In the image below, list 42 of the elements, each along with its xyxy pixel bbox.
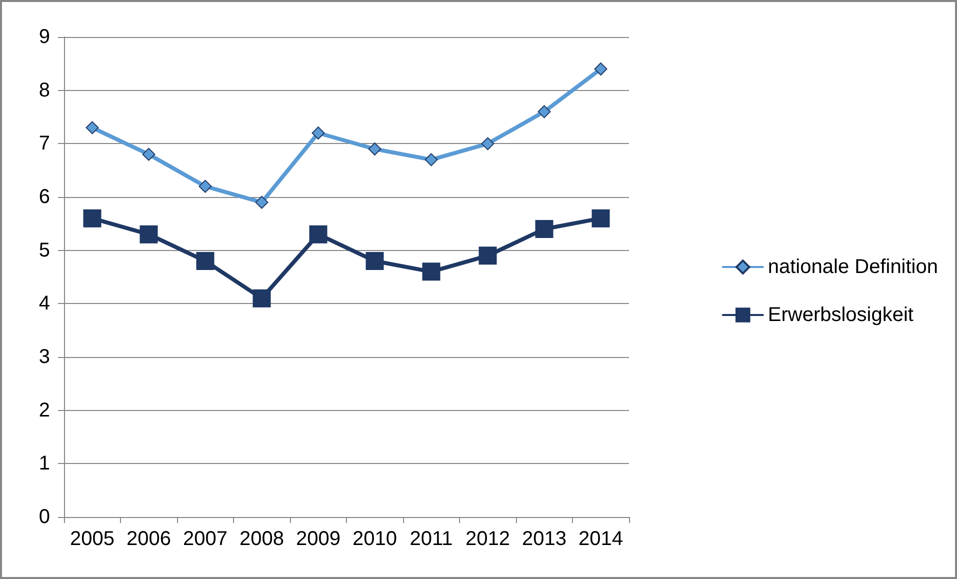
point [142, 148, 156, 161]
y-tick-label: 2 [38, 399, 50, 422]
y-tick-label: 7 [38, 132, 50, 155]
legend-label: nationale Definition [768, 256, 938, 278]
point [592, 209, 610, 228]
point [368, 142, 382, 156]
x-tick-label: 2006 [126, 528, 171, 550]
y-tick-label: 3 [38, 346, 50, 368]
point [422, 262, 440, 281]
point [478, 246, 497, 265]
x-tick-label: 2012 [466, 528, 510, 550]
x-tick-label: 2007 [183, 528, 228, 550]
point [86, 121, 99, 134]
y-tick-label: 9 [38, 26, 50, 48]
point [255, 196, 268, 209]
x-tick-label: 2014 [578, 528, 623, 550]
x-tick-label: 2010 [352, 528, 397, 550]
y-tick-label: 6 [38, 186, 50, 208]
point [312, 126, 325, 140]
point [83, 209, 102, 228]
point [538, 105, 551, 118]
point [366, 252, 384, 270]
point [309, 225, 328, 244]
point [535, 220, 554, 238]
point [198, 180, 212, 193]
x-tick-label: 2011 [410, 528, 453, 550]
point [196, 252, 214, 270]
y-tick-label: 8 [38, 79, 50, 102]
y-tick-label: 1 [38, 452, 50, 475]
x-tick-label: 2013 [522, 528, 566, 550]
x-tick-label: 2008 [240, 528, 284, 550]
y-tick-label: 4 [38, 292, 50, 315]
x-tick-label: 2005 [70, 528, 114, 550]
y-tick-label: 5 [38, 239, 50, 262]
point [594, 62, 608, 76]
point [481, 137, 494, 150]
y-tick-label: 0 [38, 506, 50, 528]
x-tick-label: 2009 [296, 528, 340, 550]
legend-label: Erwerbslosigkeit [768, 304, 914, 326]
point [252, 289, 271, 308]
point [424, 153, 438, 166]
point [140, 225, 158, 244]
